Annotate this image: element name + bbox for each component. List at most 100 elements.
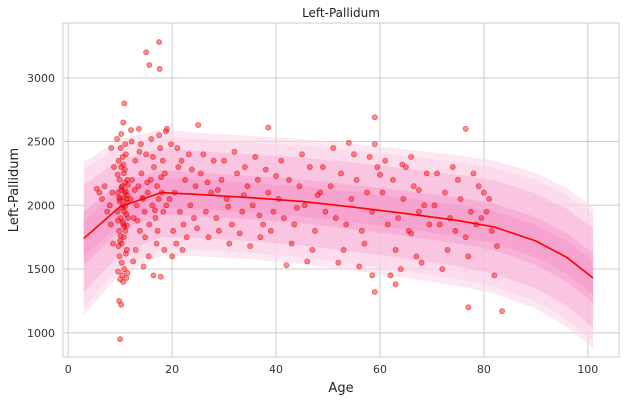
scatter-point	[116, 198, 123, 205]
scatter-point	[118, 184, 125, 191]
scatter-point	[177, 208, 183, 215]
scatter-point	[128, 138, 135, 145]
scatter-point	[161, 170, 168, 177]
scatter-point	[260, 221, 266, 228]
scatter-point	[470, 170, 477, 177]
scatter-point	[131, 187, 138, 193]
scatter-point	[314, 192, 321, 198]
scatter-point	[204, 179, 211, 186]
scatter-point	[254, 176, 261, 183]
scatter-point	[371, 114, 378, 121]
scatter-point	[322, 208, 329, 215]
scatter-point	[115, 217, 121, 224]
scatter-point	[174, 145, 181, 151]
scatter-point	[104, 208, 111, 215]
y-tick-labels: 1000 1500 2000 2500 3000	[27, 72, 55, 340]
scatter-point	[465, 304, 472, 311]
scatter-point	[356, 263, 363, 270]
scatter-point	[387, 272, 394, 279]
scatter-point	[169, 253, 176, 260]
scatter-point	[475, 183, 482, 190]
y-tick-label: 1000	[27, 327, 55, 340]
scatter-point	[416, 208, 422, 215]
scatter-point	[457, 196, 464, 202]
scatter-point	[257, 234, 264, 241]
scatter-point	[327, 183, 334, 190]
scatter-point	[480, 189, 487, 196]
scatter-point	[299, 151, 305, 158]
scatter-point	[270, 208, 277, 215]
scatter-point	[306, 164, 313, 170]
scatter-point	[499, 308, 505, 315]
scatter-point	[183, 234, 190, 241]
scatter-point	[150, 272, 157, 279]
scatter-point	[146, 62, 153, 68]
scatter-point	[173, 240, 180, 247]
scatter-point	[127, 196, 134, 202]
scatter-point	[249, 202, 256, 209]
scatter-point	[160, 208, 167, 215]
scatter-point	[301, 202, 308, 209]
scatter-point	[423, 170, 430, 177]
scatter-point	[462, 234, 469, 241]
scatter-point	[149, 202, 156, 209]
scatter-point	[399, 161, 406, 168]
scatter-point	[120, 194, 127, 201]
scatter-point	[120, 278, 127, 285]
scatter-point	[135, 183, 142, 190]
scatter-point	[400, 196, 407, 202]
scatter-point	[218, 176, 225, 183]
scatter-point	[262, 166, 269, 173]
scatter-point	[118, 301, 125, 308]
scatter-point	[247, 243, 253, 249]
scatter-point	[185, 151, 192, 158]
scatter-point	[377, 171, 383, 178]
scatter-point	[267, 227, 274, 234]
scatter-point	[462, 125, 469, 132]
scatter-point	[120, 234, 127, 241]
scatter-point	[170, 227, 177, 234]
scatter-point	[493, 243, 500, 249]
scatter-point	[338, 170, 344, 177]
scatter-point	[426, 221, 433, 228]
scatter-point	[343, 221, 350, 228]
scatter-point	[116, 253, 123, 260]
plot-frame	[62, 22, 620, 358]
scatter-point	[178, 157, 185, 164]
scatter-point	[120, 161, 127, 168]
scatter-point	[144, 179, 151, 186]
scatter-point	[436, 221, 443, 228]
scatter-point	[226, 240, 233, 247]
scatter-point	[152, 207, 158, 214]
scatter-point	[273, 173, 279, 179]
scatter-point	[153, 240, 160, 247]
scatter-point	[157, 145, 164, 151]
scatter-point	[128, 127, 134, 133]
scatter-point	[119, 153, 126, 160]
scatter-point	[369, 272, 376, 279]
scatter-point	[236, 230, 243, 237]
scatter-point	[115, 243, 122, 249]
scatter-point	[449, 164, 456, 170]
scatter-point	[121, 100, 128, 107]
scatter-point	[200, 151, 207, 158]
scatter-point	[241, 164, 248, 170]
scatter-point	[149, 153, 156, 160]
band-core	[83, 177, 594, 295]
y-tick-label: 3000	[27, 72, 55, 85]
scatter-point	[283, 262, 290, 269]
scatter-point	[332, 215, 339, 221]
scatter-point	[319, 164, 326, 170]
scatter-point	[129, 176, 136, 183]
scatter-point	[244, 183, 251, 190]
band-inner	[83, 170, 594, 303]
scatter-point	[152, 215, 159, 221]
scatter-point	[182, 176, 189, 183]
scatter-point	[133, 202, 140, 209]
scatter-point	[195, 122, 202, 128]
scatter-point	[109, 240, 116, 247]
scatter-point	[122, 188, 129, 195]
y-axis-title: Left-Pallidum	[7, 148, 22, 232]
scatter-point	[452, 227, 459, 234]
scatter-point	[119, 218, 126, 225]
